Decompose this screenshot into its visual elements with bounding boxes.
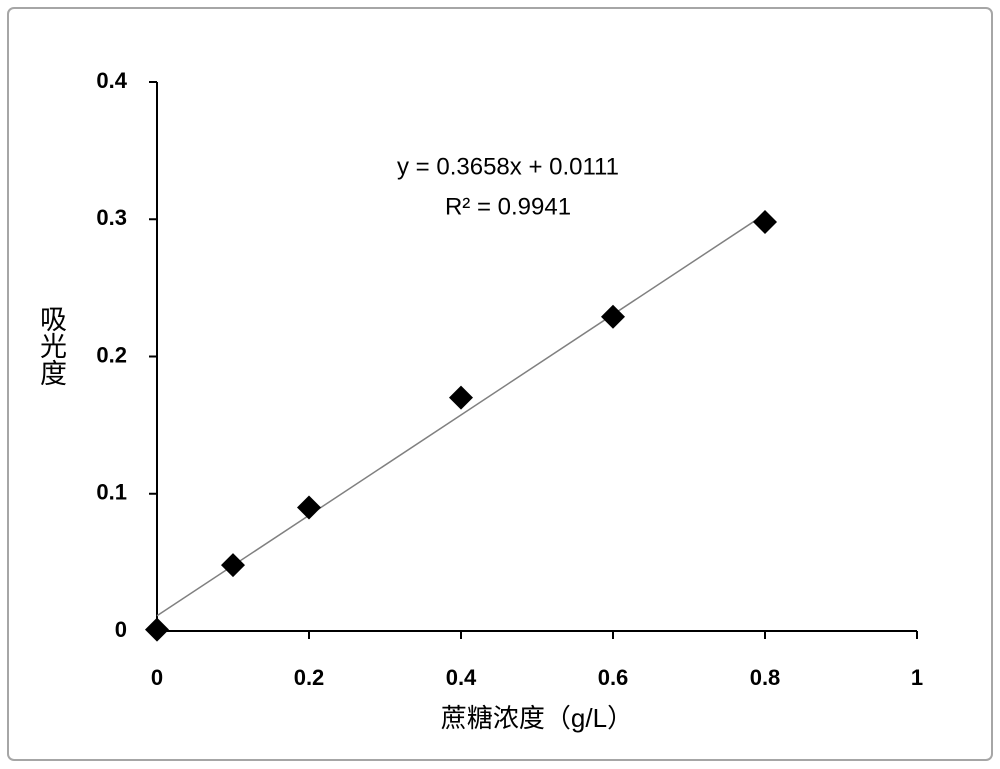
- chart-frame: [7, 7, 993, 761]
- data-point: [449, 385, 473, 410]
- data-point: [753, 209, 777, 234]
- data-point: [145, 617, 169, 642]
- x-tick-label: 0.6: [598, 665, 629, 690]
- y-tick-label: 0.2: [96, 342, 127, 367]
- x-tick-label: 1: [911, 665, 923, 690]
- y-tick-label: 0.1: [96, 480, 127, 505]
- data-point: [297, 495, 321, 520]
- x-axis-label: 蔗糖浓度（g/L）: [441, 703, 633, 733]
- y-axis-label: 吸光度: [35, 305, 66, 386]
- x-tick-label: 0: [151, 665, 163, 690]
- y-tick-label: 0.3: [96, 205, 127, 230]
- data-point: [221, 553, 245, 578]
- trendline-equation: y = 0.3658x + 0.0111: [397, 153, 619, 180]
- trendline: [156, 213, 766, 617]
- data-point: [601, 304, 625, 329]
- y-tick-label: 0: [115, 617, 127, 642]
- trendline-r2: R² = 0.9941: [445, 193, 571, 220]
- x-tick-label: 0.8: [750, 665, 781, 690]
- y-tick-label: 0.4: [96, 68, 127, 93]
- x-tick-label: 0.2: [294, 665, 325, 690]
- x-tick-label: 0.4: [446, 665, 477, 690]
